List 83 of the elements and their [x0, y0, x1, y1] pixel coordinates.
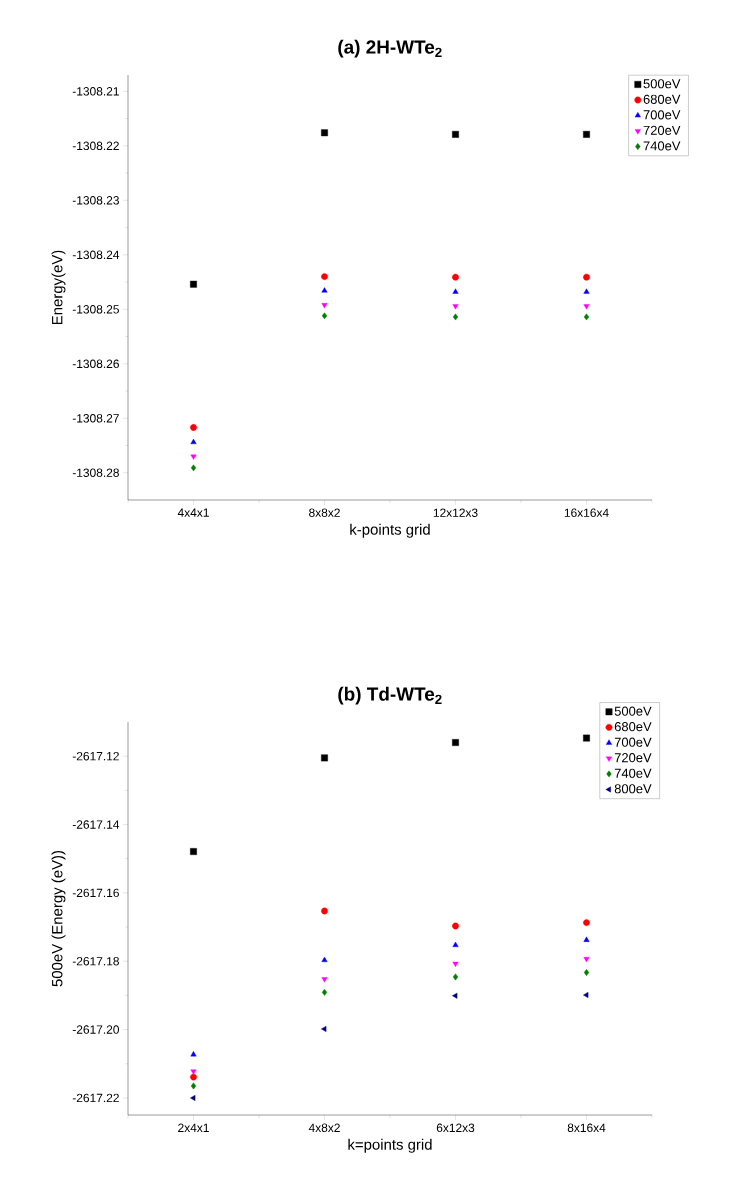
point — [321, 273, 328, 280]
x-tick-label: 16x16x4 — [564, 508, 609, 517]
y-axis-title: 500eV (Energy (eV)) — [51, 850, 66, 987]
point — [583, 734, 590, 742]
y-tick-label: -1308.22 — [72, 141, 119, 151]
y-tick-label: -1308.28 — [72, 468, 119, 477]
point — [321, 754, 328, 762]
legend-label: 500eV — [614, 706, 652, 716]
point — [583, 919, 590, 927]
point — [452, 288, 459, 294]
x-tick-label: 12x12x3 — [433, 508, 478, 517]
x-tick-label: 4x8x2 — [308, 1123, 340, 1132]
point — [190, 280, 197, 288]
point — [583, 936, 590, 942]
y-tick-label: -1308.27 — [72, 414, 119, 423]
point — [190, 454, 197, 460]
y-tick-label: -2617.22 — [72, 1093, 119, 1103]
point — [190, 464, 197, 472]
point — [452, 973, 459, 981]
point — [452, 992, 458, 999]
legend-label: 740eV — [643, 141, 681, 151]
point — [190, 1051, 197, 1057]
point — [321, 312, 328, 320]
x-tick-label: 8x16x4 — [567, 1123, 606, 1132]
point — [190, 438, 197, 445]
point — [452, 313, 459, 321]
point — [583, 130, 590, 138]
y-tick-label: -2617.14 — [72, 820, 120, 829]
y-axis-title: Energy(eV) — [51, 250, 66, 325]
point — [452, 130, 459, 138]
point — [190, 1073, 197, 1081]
legend-label: 700eV — [614, 737, 652, 747]
chart-title: (a) 2H-WTe$_{2}$ — [338, 39, 442, 58]
point — [583, 957, 590, 963]
point — [583, 969, 590, 976]
point — [190, 424, 197, 431]
y-tick-label: -2617.12 — [72, 751, 119, 761]
legend-label: 680eV — [643, 94, 681, 104]
legend-label: 680eV — [614, 722, 652, 732]
y-tick-label: -2617.16 — [72, 888, 119, 898]
point — [190, 848, 197, 855]
point — [321, 988, 328, 996]
point — [190, 1094, 196, 1101]
point — [583, 288, 590, 294]
point — [321, 977, 328, 983]
point — [452, 273, 459, 281]
chart-title: (b) Td-WTe$_{2}$ — [338, 686, 442, 705]
y-tick-label: -2617.18 — [72, 957, 119, 966]
point — [190, 1082, 197, 1090]
point — [321, 287, 328, 293]
legend-label: 720eV — [614, 753, 652, 763]
point — [452, 922, 459, 930]
point — [583, 313, 590, 321]
y-tick-label: -1308.24 — [72, 250, 120, 260]
y-tick-label: -1308.26 — [72, 359, 119, 369]
point — [452, 941, 459, 947]
legend-label: 800eV — [614, 784, 652, 794]
legend-label: 740eV — [614, 768, 652, 778]
point — [583, 273, 590, 281]
y-tick-label: -1308.25 — [72, 305, 119, 314]
x-tick-label: 6x12x3 — [436, 1123, 475, 1132]
legend-label: 700eV — [643, 110, 681, 120]
point — [321, 956, 328, 962]
x-tick-label: 8x8x2 — [309, 508, 340, 517]
point — [452, 304, 459, 310]
point — [583, 304, 590, 310]
point — [321, 303, 328, 309]
point — [321, 1025, 327, 1032]
x-axis-title: k-points grid — [350, 523, 430, 538]
y-tick-label: -2617.20 — [72, 1025, 120, 1034]
y-tick-label: -1308.21 — [72, 87, 119, 96]
point — [321, 907, 328, 915]
x-axis-title: k=points grid — [348, 1138, 432, 1153]
point — [452, 739, 459, 746]
x-tick-label: 4x4x1 — [177, 508, 209, 517]
point — [190, 1069, 197, 1075]
point — [583, 992, 589, 999]
legend-label: 720eV — [643, 125, 681, 135]
x-tick-label: 2x4x1 — [178, 1123, 209, 1132]
point — [321, 129, 328, 137]
legend-label: 500eV — [643, 79, 681, 89]
point — [452, 961, 459, 968]
y-tick-label: -1308.23 — [72, 196, 119, 205]
